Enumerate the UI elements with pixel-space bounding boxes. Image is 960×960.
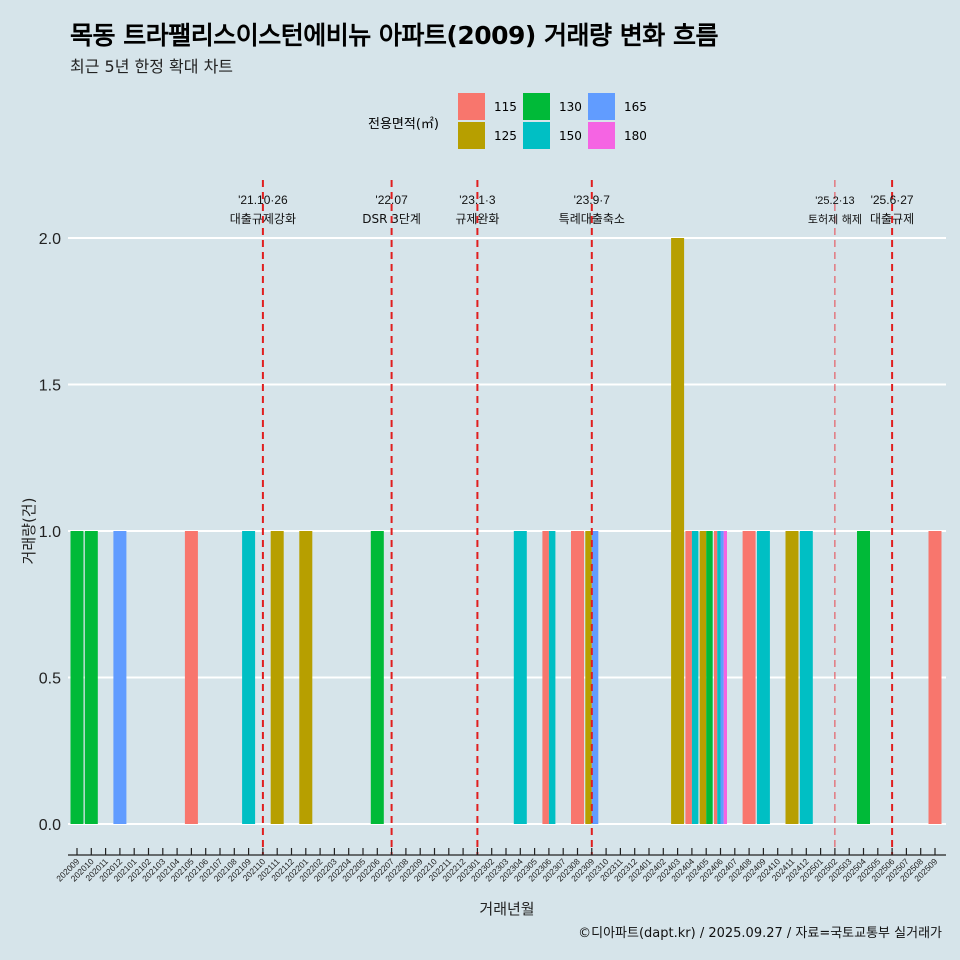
legend-label: 115: [494, 100, 517, 114]
event-date: '23.1·3: [459, 193, 496, 207]
bar-202304-150: [513, 531, 527, 824]
bar-202012-165: [113, 531, 127, 824]
event-label: 특례대출축소: [559, 212, 625, 226]
bar-202403-125: [671, 238, 685, 824]
legend-label: 125: [494, 129, 517, 143]
bar-202409-150: [756, 531, 770, 824]
legend-item-130: 130: [523, 93, 593, 121]
event-date: '25.2·13: [815, 195, 854, 207]
bar-202405-125: [699, 531, 707, 824]
x-axis-title: 거래년월: [479, 900, 534, 918]
legend-item-115: 115: [458, 93, 528, 121]
bar-202111-125: [270, 531, 284, 824]
bar-202404-115: [685, 531, 692, 824]
event-label: 규제완화: [455, 212, 499, 226]
bar-202105-115: [184, 531, 198, 824]
bar-202201-125: [299, 531, 313, 824]
event-date: '22.07: [375, 193, 408, 207]
legend-item-125: 125: [458, 122, 528, 150]
bar-202404-150: [691, 531, 699, 824]
y-tick-label: 1.0: [39, 524, 61, 541]
y-axis-title: 거래량(건): [20, 498, 38, 565]
event-date: '23.9·7: [574, 193, 611, 207]
bar-202411-125: [785, 531, 799, 824]
y-tick-label: 2.0: [39, 231, 61, 248]
bar-202206-130: [370, 531, 384, 824]
y-tick-label: 0.5: [39, 671, 61, 688]
chart-subtitle: 최근 5년 한정 확대 차트: [70, 57, 234, 76]
event-label: DSR 3단계: [362, 212, 421, 226]
event-date: '25.6·27: [871, 193, 914, 207]
event-label: 토허제 해제: [808, 212, 862, 226]
legend-item-165: 165: [588, 93, 658, 121]
legend-title: 전용면적(㎡): [368, 117, 439, 132]
bar-202408-115: [742, 531, 756, 824]
source-credit: ©디아파트(dapt.kr) / 2025.09.27 / 자료=국토교통부 실…: [578, 926, 942, 941]
bar-202406-115: [714, 531, 718, 824]
bar-202009-130: [70, 531, 84, 824]
event-date: '21.10·26: [238, 193, 288, 207]
legend-item-150: 150: [523, 122, 593, 150]
chart-title: 목동 트라팰리스이스턴에비뉴 아파트(2009) 거래량 변화 흐름: [70, 21, 718, 50]
legend-label: 180: [624, 129, 647, 143]
legend-swatch: [588, 93, 615, 120]
bar-202010-130: [84, 531, 98, 824]
bar-202406-180: [723, 531, 727, 824]
bar-202405-130: [706, 531, 713, 824]
y-tick-label: 0.0: [39, 817, 61, 834]
legend-swatch: [458, 122, 485, 149]
bar-202308-115: [571, 531, 584, 824]
legend-label: 165: [624, 100, 647, 114]
bar-202509-115: [928, 531, 942, 824]
bar-202412-150: [799, 531, 813, 824]
bar-202109-150: [242, 531, 256, 824]
bar-202306-150: [548, 531, 556, 824]
bar-202306-115: [542, 531, 549, 824]
legend-swatch: [523, 93, 550, 120]
legend-swatch: [588, 122, 615, 149]
bar-202406-165: [720, 531, 724, 824]
legend-label: 130: [559, 100, 582, 114]
legend-item-180: 180: [588, 122, 658, 150]
bar-202309-125: [585, 531, 592, 824]
bar-202504-130: [857, 531, 870, 824]
bar-202309-165: [591, 531, 599, 824]
legend-swatch: [523, 122, 550, 149]
event-label: 대출규제강화: [230, 212, 296, 226]
y-tick-label: 1.5: [39, 378, 61, 395]
legend-swatch: [458, 93, 485, 120]
event-label: 대출규제: [870, 212, 914, 226]
bar-202406-150: [717, 531, 721, 824]
legend-label: 150: [559, 129, 582, 143]
